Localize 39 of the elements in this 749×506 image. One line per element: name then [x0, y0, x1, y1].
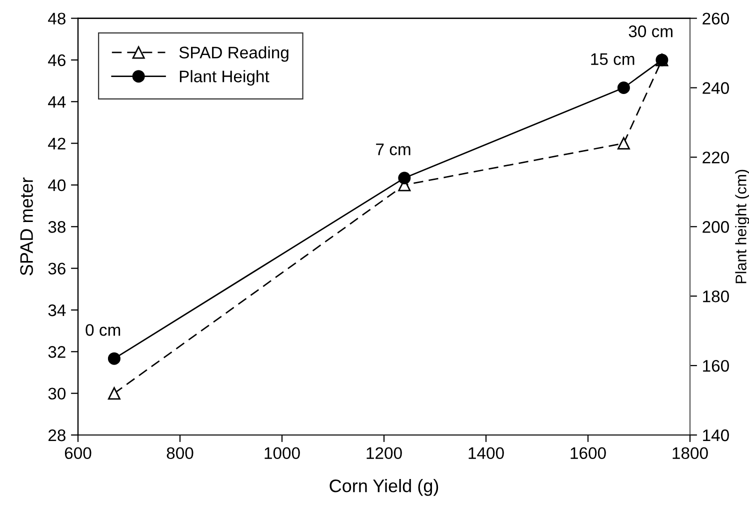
y-tick-label: 46 [48, 54, 66, 66]
y2-tick-label: 180 [703, 290, 729, 302]
point [108, 387, 120, 400]
legend-label: SPAD Reading [179, 46, 288, 62]
y-tick-label: 38 [48, 221, 66, 233]
x-tick-label: 800 [166, 447, 194, 460]
x-tick-label: 1000 [264, 447, 300, 460]
x-tick-label: 1400 [468, 447, 504, 460]
point [108, 352, 120, 365]
x-tick-label: 1800 [672, 447, 708, 460]
annotation: 30 cm [628, 25, 672, 38]
annotation: 7 cm [376, 144, 410, 156]
y2-axis-title: Plant height (cm) [735, 170, 749, 284]
y-tick-label: 34 [48, 304, 66, 316]
y2-tick-label: 140 [703, 429, 729, 442]
y2-tick-label: 160 [703, 360, 729, 372]
point [617, 137, 630, 150]
y-tick-label: 32 [48, 346, 66, 358]
x-tick-label: 600 [64, 447, 92, 460]
x-axis-title: Corn Yield (g) [330, 479, 438, 496]
legend-label: Plant Height [180, 70, 270, 86]
y-axis-title: SPAD meter [20, 177, 33, 276]
y-tick-label: 30 [48, 388, 66, 400]
y-tick-label: 42 [48, 138, 66, 150]
annotation: 0 cm [86, 324, 120, 336]
y-tick-label: 28 [48, 429, 66, 442]
y-tick-label: 48 [48, 12, 66, 25]
y2-tick-label: 240 [702, 82, 729, 94]
point [617, 82, 630, 94]
y-tick-label: 36 [48, 262, 66, 275]
x-tick-label: 1200 [366, 447, 402, 460]
y2-tick-label: 260 [702, 12, 729, 25]
y-tick-label: 40 [48, 179, 66, 192]
annotation: 15 cm [591, 53, 634, 66]
point [398, 172, 411, 184]
y2-tick-label: 200 [702, 221, 729, 233]
y-tick-label: 44 [48, 96, 66, 108]
x-tick-label: 1600 [570, 447, 606, 460]
y2-tick-label: 220 [702, 152, 729, 164]
